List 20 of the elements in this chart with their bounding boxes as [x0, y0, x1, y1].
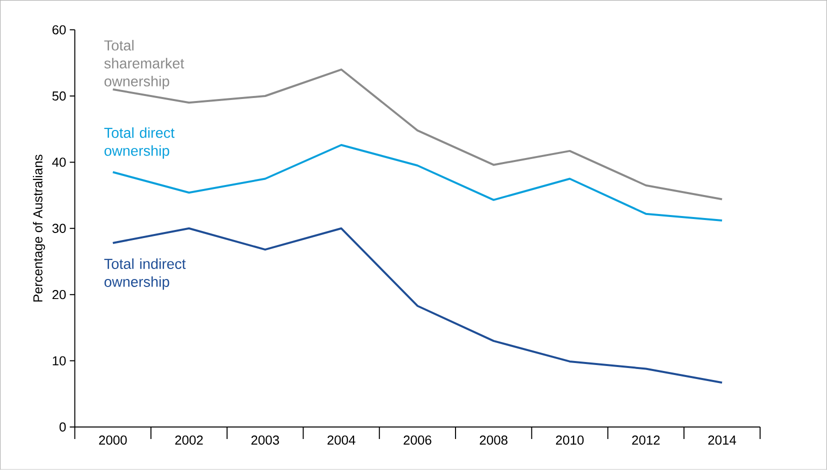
x-tick-label: 2010: [556, 436, 584, 445]
x-tick-label: 2000: [99, 436, 127, 445]
x-tick-label: 2002: [175, 436, 203, 445]
x-tick-label: 2003: [251, 436, 280, 445]
series-label: Total indirect ownership: [104, 258, 186, 290]
x-tick-label: 2012: [632, 436, 660, 445]
x-tick-label: 2014: [708, 436, 736, 445]
x-tick-label: 2004: [328, 436, 356, 445]
y-tick-label: 60: [52, 25, 66, 34]
y-tick-label: 40: [52, 158, 66, 167]
y-axis-title: Percentage of Australians: [32, 154, 46, 302]
series-label: Total direct ownership: [104, 127, 174, 159]
x-tick-label: 2006: [404, 436, 432, 445]
y-tick-label: 10: [52, 356, 66, 366]
y-tick-label: 20: [52, 290, 66, 300]
series-label: Total sharemarket ownership: [104, 40, 184, 90]
y-tick-label: 30: [52, 224, 66, 234]
y-tick-label: 50: [52, 92, 66, 101]
x-tick-label: 2008: [480, 436, 508, 445]
y-tick-label: 0: [60, 422, 66, 432]
